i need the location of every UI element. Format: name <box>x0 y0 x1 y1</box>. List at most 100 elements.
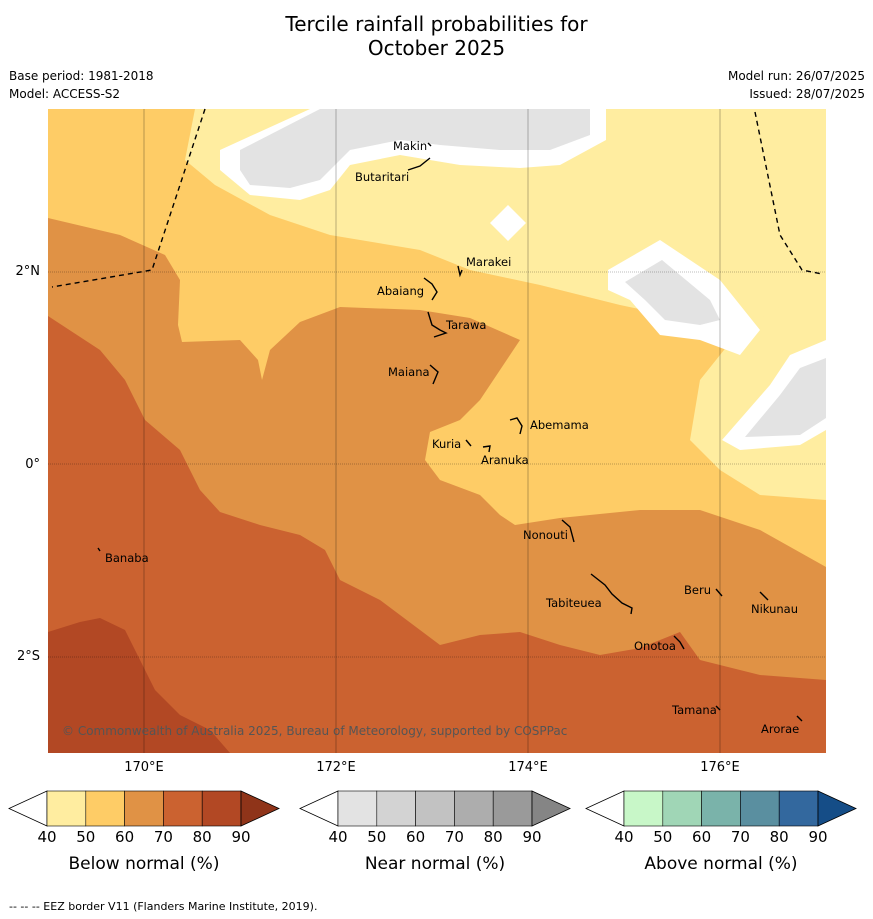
issued-date: Issued: 28/07/2025 <box>749 87 865 101</box>
place-abaiang: Abaiang <box>377 284 425 298</box>
colorbar-1-low-extend <box>8 790 48 827</box>
place-makin: Makin <box>393 139 428 153</box>
near-normal-north-grey <box>240 109 590 188</box>
colorbar-3-high-extend <box>817 790 857 827</box>
eez-legend-footer: -- -- -- EEZ border V11 (Flanders Marine… <box>9 900 318 913</box>
colorbar-2-segment-5 <box>492 790 533 827</box>
place-abemama: Abemama <box>530 418 589 432</box>
colorbar-1-tick-80: 80 <box>192 828 212 846</box>
colorbar-3-tick-40: 40 <box>614 828 634 846</box>
colorbar-1-segment-1 <box>46 790 87 827</box>
near-normal-se-grey <box>745 358 826 437</box>
colorbar-2-low-extend <box>299 790 339 827</box>
place-marakei: Marakei <box>466 255 512 269</box>
colorbar-1-segment-5 <box>201 790 242 827</box>
graticule <box>48 109 826 753</box>
near-normal-center-white <box>490 205 526 241</box>
place-tarawa: Tarawa <box>446 318 487 332</box>
colorbar-1-segment-4 <box>163 790 203 827</box>
colorbar-1-tick-70: 70 <box>153 828 173 846</box>
eez-borders <box>51 108 823 288</box>
island-maiana <box>429 364 439 385</box>
colorbar-2-segment-2 <box>376 790 416 827</box>
place-kuria: Kuria <box>432 437 462 451</box>
colorbar-3-tick-90: 90 <box>808 828 828 846</box>
lat-label-2s: 2°S <box>16 649 40 664</box>
colorbar-2-title: Near normal (%) <box>364 854 506 874</box>
colorbar-3-tick-80: 80 <box>769 828 789 846</box>
colorbar-3-tick-50: 50 <box>653 828 673 846</box>
island-arorae <box>796 715 803 722</box>
islands <box>97 142 803 722</box>
colorbar-3-low-extend <box>585 790 625 827</box>
place-maiana: Maiana <box>388 365 430 379</box>
island-marakei <box>457 265 463 278</box>
model-run: Model run: 26/07/2025 <box>727 69 865 83</box>
colorbar-3-segment-4 <box>740 790 780 827</box>
eez-border-east <box>754 111 823 275</box>
meta-right: Model run: 26/07/2025 Issued: 28/07/2025 <box>728 67 865 103</box>
colorbar-3-segment-5 <box>778 790 819 827</box>
island-beru <box>715 588 723 597</box>
island-nonouti <box>561 519 575 543</box>
island-abaiang <box>423 277 438 301</box>
colorbar-2-segment-4 <box>454 790 494 827</box>
island-makin <box>427 142 432 147</box>
island-tabiteuea <box>590 573 633 615</box>
colorbar-1 <box>8 790 280 827</box>
title-line-1: Tercile rainfall probabilities for <box>285 12 588 36</box>
zone-below-80 <box>48 618 230 753</box>
colorbar-2-tick-60: 60 <box>406 828 426 846</box>
place-arorae: Arorae <box>761 722 800 736</box>
colorbar-3-segment-2 <box>662 790 702 827</box>
colorbar-1-segment-2 <box>85 790 125 827</box>
lon-label-170: 170°E <box>124 760 164 775</box>
island-tarawa <box>427 311 448 338</box>
title-line-2: October 2025 <box>367 36 506 60</box>
copyright-credit: © Commonwealth of Australia 2025, Bureau… <box>62 724 568 738</box>
place-banaba: Banaba <box>105 551 149 565</box>
place-tamana: Tamana <box>672 703 717 717</box>
colorbar-2-segment-1 <box>337 790 378 827</box>
eez-border-west <box>51 108 206 288</box>
lat-label-2n: 2°N <box>15 264 41 279</box>
colorbar-1-title: Below normal (%) <box>68 854 220 874</box>
island-nikunau <box>759 591 769 601</box>
colorbar-1-tick-90: 90 <box>231 828 251 846</box>
island-abemama <box>509 417 523 435</box>
zone-below-70 <box>48 316 826 753</box>
base-period: Base period: 1981-2018 <box>9 69 154 83</box>
colorbars <box>8 790 857 827</box>
place-nikunau: Nikunau <box>751 602 799 616</box>
lon-label-172: 172°E <box>316 760 356 775</box>
colorbar-2-tick-50: 50 <box>367 828 387 846</box>
island-kuria <box>465 439 472 447</box>
colorbar-3 <box>585 790 857 827</box>
map-title: Tercile rainfall probabilities for Octob… <box>0 12 873 60</box>
colorbar-2-tick-40: 40 <box>328 828 348 846</box>
colorbar-3-tick-70: 70 <box>730 828 750 846</box>
place-nonouti: Nonouti <box>523 528 568 542</box>
lon-label-176: 176°E <box>700 760 740 775</box>
place-onotoa: Onotoa <box>634 639 676 653</box>
map-fill <box>48 109 826 753</box>
colorbar-3-tick-60: 60 <box>692 828 712 846</box>
colorbar-1-tick-50: 50 <box>76 828 96 846</box>
island-onotoa <box>673 635 685 650</box>
colorbar-3-title: Above normal (%) <box>644 854 798 874</box>
island-tamana <box>715 705 721 711</box>
colorbar-3-segment-1 <box>623 790 664 827</box>
colorbar-1-tick-60: 60 <box>115 828 135 846</box>
place-tabiteuea: Tabiteuea <box>546 596 602 610</box>
colorbar-1-tick-40: 40 <box>37 828 57 846</box>
colorbar-1-high-extend <box>240 790 280 827</box>
place-aranuka: Aranuka <box>481 453 529 467</box>
place-butaritari: Butaritari <box>355 170 410 184</box>
colorbar-2-high-extend <box>531 790 571 827</box>
near-normal-east-grey <box>625 260 720 325</box>
island-butaritari <box>407 157 431 171</box>
colorbar-2 <box>299 790 571 827</box>
colorbar-3-segment-3 <box>701 790 741 827</box>
lat-label-0: 0° <box>25 457 40 472</box>
